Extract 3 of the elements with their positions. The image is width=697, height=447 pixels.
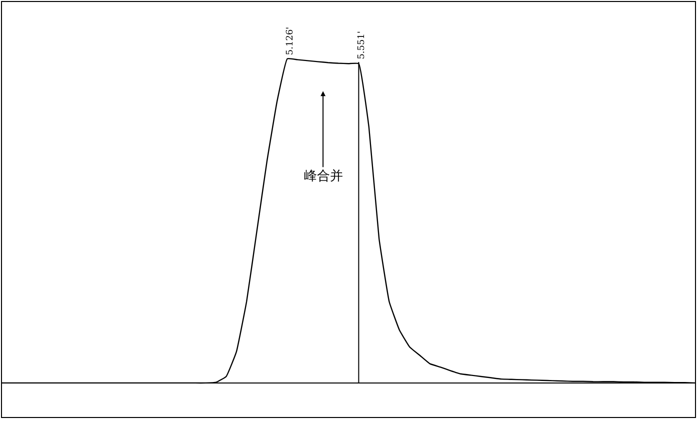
- annotation: 5.551': [357, 31, 368, 60]
- text: 5.126': [286, 26, 296, 56]
- annotation: 峰合并: [304, 169, 343, 184]
